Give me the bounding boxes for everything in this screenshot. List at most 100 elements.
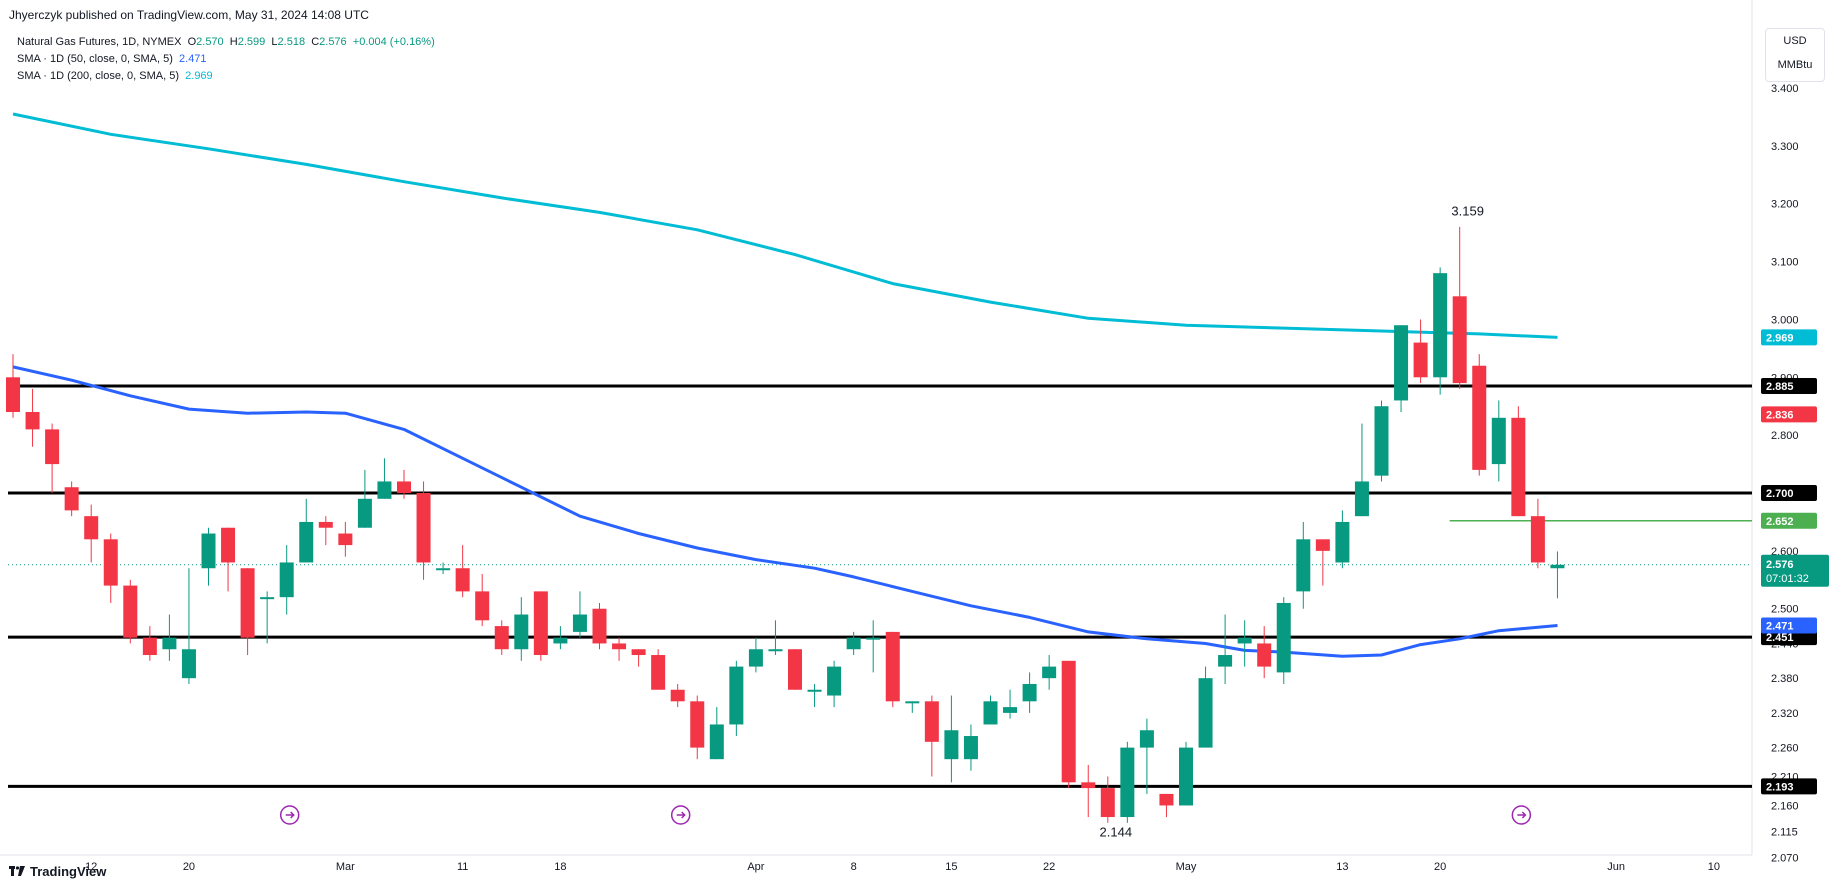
candle-body[interactable] xyxy=(1452,296,1467,384)
candle-body[interactable] xyxy=(455,568,470,592)
candle-body[interactable] xyxy=(631,649,646,656)
candle-body[interactable] xyxy=(25,412,40,430)
candle-body[interactable] xyxy=(84,516,99,540)
chart-legend: Natural Gas Futures, 1D, NYMEX O2.570 H2… xyxy=(17,34,435,85)
candle-body[interactable] xyxy=(651,655,666,690)
candle-body[interactable] xyxy=(1296,539,1311,592)
candle-body[interactable] xyxy=(846,637,861,650)
candle-body[interactable] xyxy=(1003,707,1018,713)
candle-body[interactable] xyxy=(533,591,548,656)
candle-body[interactable] xyxy=(905,701,920,704)
candle-body[interactable] xyxy=(983,701,998,725)
candle-body[interactable] xyxy=(64,487,79,511)
candle-body[interactable] xyxy=(377,481,392,499)
candle-body[interactable] xyxy=(572,614,587,632)
candle-body[interactable] xyxy=(1315,539,1330,551)
candle-body[interactable] xyxy=(1159,793,1174,806)
candle-body[interactable] xyxy=(866,637,881,640)
event-marker-arrow xyxy=(1517,811,1527,819)
candle-body[interactable] xyxy=(709,724,724,760)
candle-body[interactable] xyxy=(1257,643,1272,667)
candle-body[interactable] xyxy=(1413,342,1428,378)
candle-body[interactable] xyxy=(181,649,196,679)
legend-sma200-row[interactable]: SMA · 1D (200, close, 0, SMA, 5) 2.969 xyxy=(17,68,435,85)
y-tick-label: 2.160 xyxy=(1771,800,1799,812)
candle-body[interactable] xyxy=(788,649,802,690)
candle-body[interactable] xyxy=(1335,521,1350,563)
indicator-price-tag: 2.969 xyxy=(1766,332,1794,344)
candle-body[interactable] xyxy=(1491,417,1506,465)
candle-body[interactable] xyxy=(279,562,294,598)
candle-body[interactable] xyxy=(299,521,314,563)
candle-body[interactable] xyxy=(670,689,685,702)
indicator-price-tag-bg xyxy=(1761,329,1817,346)
candle-body[interactable] xyxy=(1100,788,1115,818)
candle-body[interactable] xyxy=(1061,660,1076,783)
candle-body[interactable] xyxy=(1550,564,1565,569)
candle-body[interactable] xyxy=(494,626,509,650)
candle-body[interactable] xyxy=(1179,747,1193,806)
candle-body[interactable] xyxy=(885,631,900,702)
level-price-tag-bg xyxy=(1761,778,1817,795)
candle-body[interactable] xyxy=(1511,417,1526,517)
candle-body[interactable] xyxy=(592,608,607,644)
candle-body[interactable] xyxy=(1276,602,1291,673)
y-tick-label: 2.500 xyxy=(1771,604,1799,616)
candle-body[interactable] xyxy=(690,701,705,748)
candle-body[interactable] xyxy=(612,643,627,650)
y-tick-label: 2.320 xyxy=(1771,708,1799,720)
candle-body[interactable] xyxy=(357,498,372,528)
candle-body[interactable] xyxy=(142,637,157,656)
candle-body[interactable] xyxy=(123,585,138,638)
candle-body[interactable] xyxy=(768,649,783,652)
candle-body[interactable] xyxy=(475,591,490,621)
candle-body[interactable] xyxy=(1139,730,1154,748)
candle-body[interactable] xyxy=(240,568,255,638)
candle-body[interactable] xyxy=(397,481,411,494)
candle-body[interactable] xyxy=(1374,406,1389,476)
candle-body[interactable] xyxy=(729,666,744,725)
candle-body[interactable] xyxy=(45,429,60,465)
candle-body[interactable] xyxy=(221,527,236,563)
tradingview-logo[interactable]: TradingView xyxy=(9,864,106,879)
candle-body[interactable] xyxy=(416,493,431,563)
candle-body[interactable] xyxy=(1120,747,1135,818)
candle-body[interactable] xyxy=(514,614,529,650)
candle-body[interactable] xyxy=(260,597,275,600)
y-tick-label: 2.800 xyxy=(1771,430,1799,442)
candle-body[interactable] xyxy=(827,666,842,696)
candle-body[interactable] xyxy=(1472,365,1487,470)
sma50-line[interactable] xyxy=(12,365,1558,658)
currency-unit-button[interactable]: USD MMBtu xyxy=(1765,28,1825,82)
candle-body[interactable] xyxy=(6,377,20,413)
candle-body[interactable] xyxy=(963,736,978,760)
sma200-line[interactable] xyxy=(12,112,1558,339)
candle-body[interactable] xyxy=(103,539,118,586)
candle-body[interactable] xyxy=(748,649,763,667)
candle-body[interactable] xyxy=(1198,678,1213,748)
candle-body[interactable] xyxy=(162,637,177,650)
unit-label: MMBtu xyxy=(1777,59,1813,71)
candle-body[interactable] xyxy=(318,521,333,528)
candle-body[interactable] xyxy=(1433,273,1448,378)
candle-body[interactable] xyxy=(1218,655,1233,667)
candle-body[interactable] xyxy=(944,730,959,760)
candle-body[interactable] xyxy=(1530,516,1545,563)
candle-body[interactable] xyxy=(1022,683,1037,702)
candle-body[interactable] xyxy=(1081,782,1096,789)
candle-body[interactable] xyxy=(924,701,939,742)
candle-body[interactable] xyxy=(436,568,451,571)
tradingview-brand: TradingView xyxy=(30,864,107,879)
candle-body[interactable] xyxy=(1394,325,1409,401)
candle-body[interactable] xyxy=(1354,481,1369,517)
y-tick-label: 3.400 xyxy=(1771,83,1799,95)
candle-body[interactable] xyxy=(553,637,568,644)
candle-body[interactable] xyxy=(807,689,822,692)
indicator-price-tag-bg xyxy=(1761,617,1817,634)
candle-body[interactable] xyxy=(338,533,353,546)
candle-body[interactable] xyxy=(1042,666,1057,679)
legend-sma50-row[interactable]: SMA · 1D (50, close, 0, SMA, 5) 2.471 xyxy=(17,51,435,68)
candle-body[interactable] xyxy=(201,533,216,569)
candle-body[interactable] xyxy=(1237,637,1252,644)
